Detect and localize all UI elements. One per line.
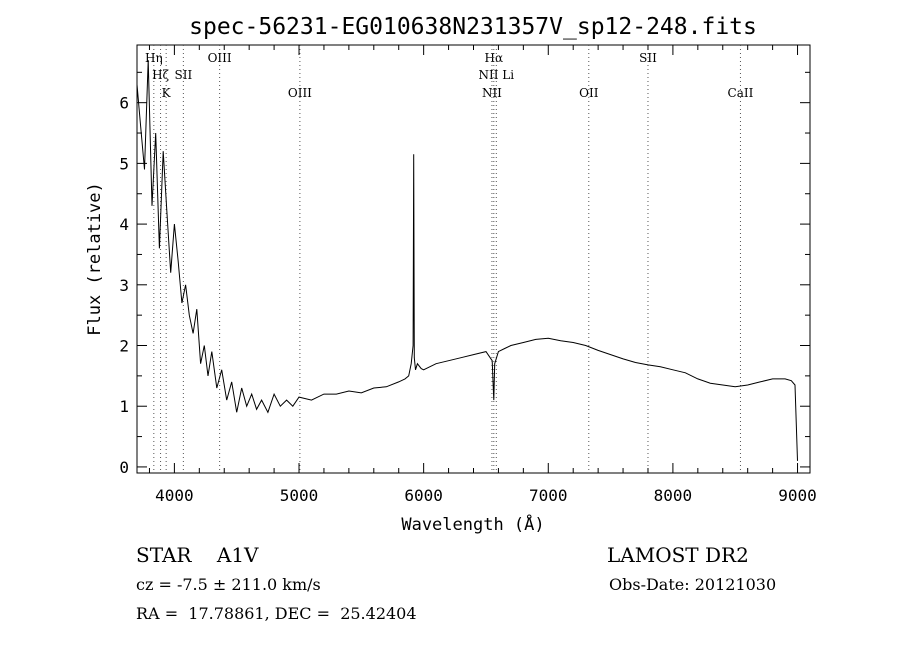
line-marker-label: OII xyxy=(579,86,599,100)
redshift-velocity: cz = -7.5 ± 211.0 km/s xyxy=(136,575,321,594)
x-axis-ticks: 4000 5000 6000 7000 8000 9000 xyxy=(148,45,817,505)
line-marker-label: Hη xyxy=(145,51,163,65)
coordinates: RA = 17.78861, DEC = 25.42404 xyxy=(136,604,417,623)
y-tick-label: 6 xyxy=(119,94,129,113)
y-tick-label: 5 xyxy=(119,154,129,173)
line-marker-label: NII Li xyxy=(479,68,515,82)
y-tick-label: 0 xyxy=(119,458,129,477)
line-marker-label: CaII xyxy=(728,86,754,100)
line-marker-label: OIII xyxy=(288,86,312,100)
survey-name: LAMOST DR2 xyxy=(607,543,749,567)
observation-date: Obs-Date: 20121030 xyxy=(609,575,777,594)
chart-title: spec-56231-EG010638N231357V_sp12-248.fit… xyxy=(189,14,757,40)
x-tick-label: 7000 xyxy=(529,486,568,505)
line-marker-label: SII xyxy=(175,68,193,82)
line-marker-label: SII xyxy=(639,51,657,65)
line-marker-label: Hζ xyxy=(152,68,169,82)
y-tick-label: 2 xyxy=(119,337,129,356)
line-marker-label: Hα xyxy=(485,51,504,65)
y-tick-label: 1 xyxy=(119,397,129,416)
x-tick-label: 8000 xyxy=(654,486,693,505)
line-marker-label: OIII xyxy=(208,51,232,65)
x-tick-label: 9000 xyxy=(778,486,817,505)
x-tick-label: 5000 xyxy=(280,486,319,505)
x-tick-label: 4000 xyxy=(155,486,194,505)
x-axis-label: Wavelength (Å) xyxy=(401,513,544,535)
y-tick-label: 3 xyxy=(119,276,129,295)
y-axis-ticks: 0 1 2 3 4 5 6 xyxy=(119,71,810,477)
x-tick-label: 6000 xyxy=(404,486,443,505)
y-axis-label: Flux (relative) xyxy=(85,182,105,336)
line-marker-label: NII xyxy=(482,86,502,100)
plot-frame xyxy=(136,44,811,474)
object-class: STAR A1V xyxy=(136,543,259,567)
y-tick-label: 4 xyxy=(119,215,129,234)
line-marker-label: K xyxy=(162,86,172,100)
spectrum-line xyxy=(136,60,798,461)
